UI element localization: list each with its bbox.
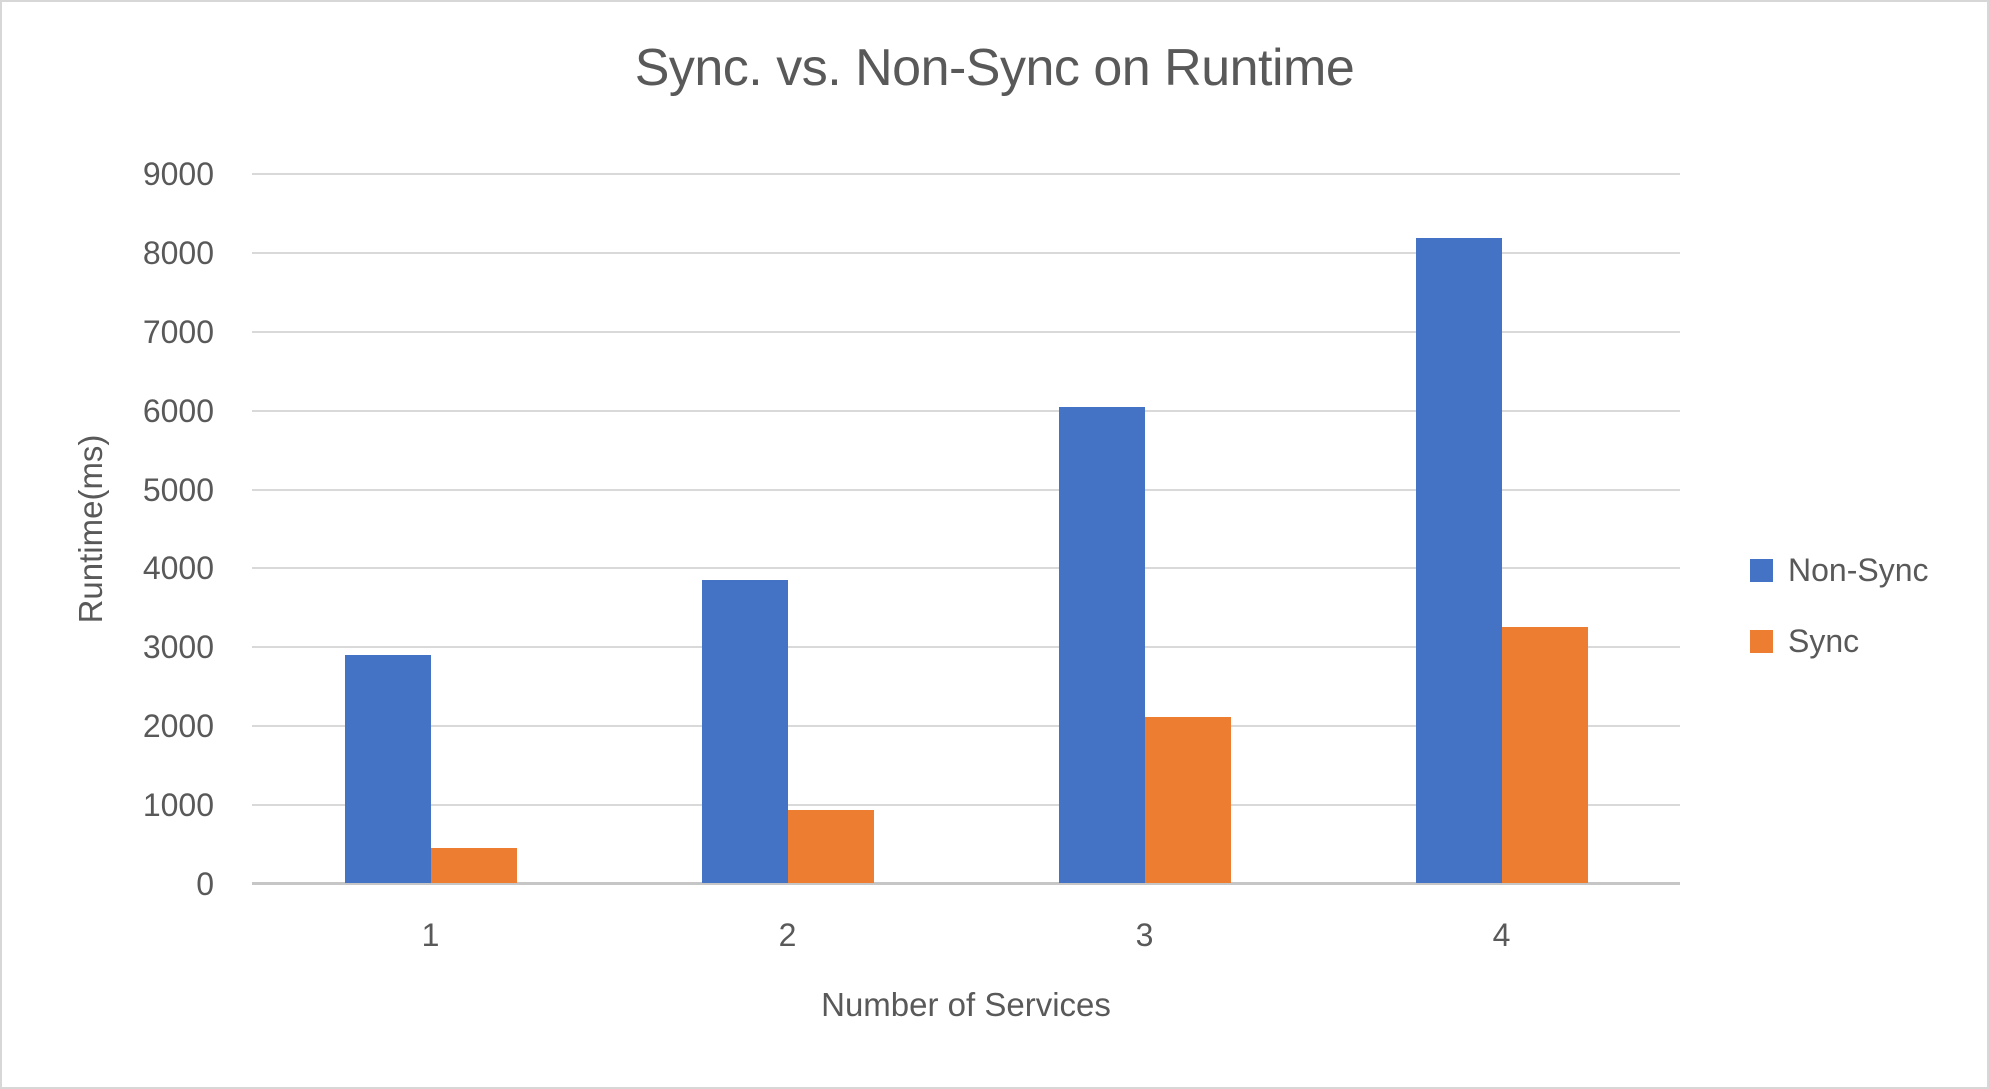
chart-title: Sync. vs. Non-Sync on Runtime bbox=[634, 39, 1355, 97]
legend-item-sync: Sync bbox=[1750, 623, 1929, 660]
gridline-4000 bbox=[252, 567, 1680, 570]
bar-sync-cat3 bbox=[1144, 716, 1231, 883]
bar-non-sync-cat1 bbox=[344, 655, 431, 883]
x-axis-line bbox=[252, 882, 1680, 885]
plot-area bbox=[252, 173, 1680, 885]
gridline-8000 bbox=[252, 251, 1680, 254]
bar-non-sync-cat4 bbox=[1415, 238, 1502, 883]
x-tick-label-4: 4 bbox=[1492, 917, 1511, 953]
y-axis-title: Runtime(ms) bbox=[72, 434, 109, 624]
legend-swatch-icon bbox=[1750, 559, 1773, 582]
gridline-2000 bbox=[252, 725, 1680, 728]
y-tick-label-7000: 7000 bbox=[142, 313, 214, 350]
y-tick-label-2000: 2000 bbox=[142, 708, 214, 745]
bar-sync-cat4 bbox=[1501, 626, 1588, 883]
y-tick-label-0: 0 bbox=[196, 866, 214, 902]
bar-non-sync-cat2 bbox=[701, 580, 788, 883]
legend: Non-Sync Sync bbox=[1750, 552, 1929, 660]
gridline-5000 bbox=[252, 488, 1680, 491]
bar-sync-cat1 bbox=[430, 847, 517, 883]
y-tick-label-9000: 9000 bbox=[142, 156, 214, 192]
gridline-1000 bbox=[252, 804, 1680, 807]
y-tick-label-5000: 5000 bbox=[142, 471, 214, 508]
bar-non-sync-cat3 bbox=[1058, 406, 1145, 883]
gridline-3000 bbox=[252, 646, 1680, 649]
y-tick-label-4000: 4000 bbox=[142, 550, 214, 587]
legend-label: Sync bbox=[1788, 623, 1860, 659]
x-tick-label-1: 1 bbox=[421, 917, 440, 953]
gridline-9000 bbox=[252, 173, 1680, 175]
gridline-6000 bbox=[252, 409, 1680, 412]
x-axis-title: Number of Services bbox=[821, 986, 1111, 1023]
y-tick-label-8000: 8000 bbox=[142, 234, 214, 271]
y-tick-label-6000: 6000 bbox=[142, 392, 214, 429]
legend-label: Non-Sync bbox=[1788, 552, 1929, 588]
y-tick-label-1000: 1000 bbox=[142, 787, 214, 824]
x-tick-label-3: 3 bbox=[1135, 917, 1154, 953]
gridline-7000 bbox=[252, 330, 1680, 333]
legend-swatch-icon bbox=[1750, 630, 1773, 653]
x-tick-label-2: 2 bbox=[778, 917, 797, 953]
bar-sync-cat2 bbox=[787, 810, 874, 883]
y-tick-label-3000: 3000 bbox=[142, 629, 214, 666]
legend-item-non-sync: Non-Sync bbox=[1750, 552, 1929, 589]
